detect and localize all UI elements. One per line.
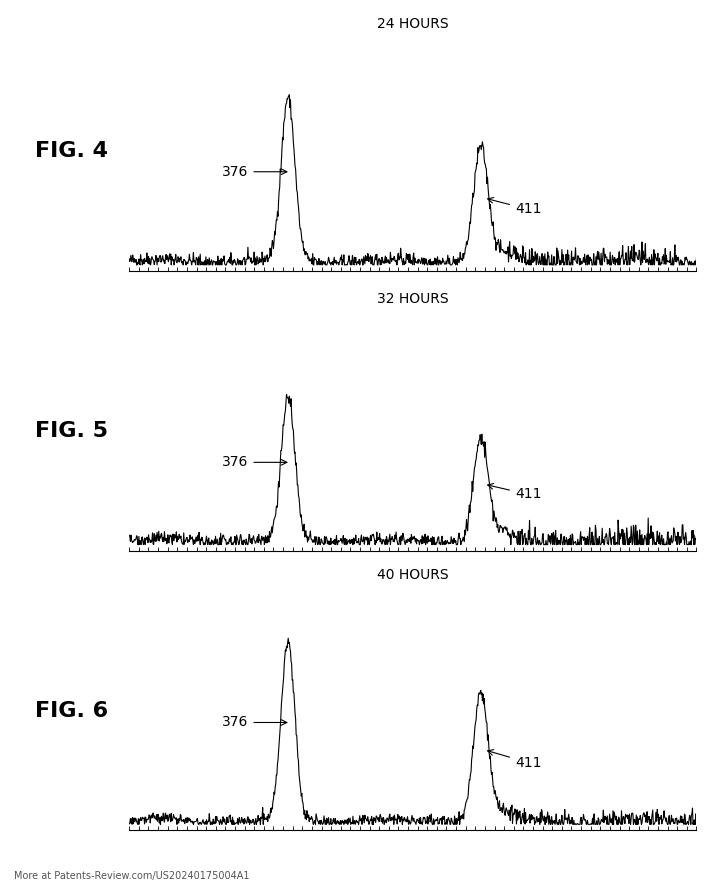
Text: 376: 376 <box>222 165 287 178</box>
Text: 40 HOURS: 40 HOURS <box>377 567 449 582</box>
Text: FIG. 5: FIG. 5 <box>35 421 108 441</box>
Text: 411: 411 <box>488 197 541 217</box>
Text: More at Patents-Review.com/US20240175004A1: More at Patents-Review.com/US20240175004… <box>14 871 250 881</box>
Text: 32 HOURS: 32 HOURS <box>377 292 449 306</box>
Text: 411: 411 <box>488 484 541 502</box>
Text: 376: 376 <box>222 456 287 470</box>
Text: 376: 376 <box>222 716 287 729</box>
Text: FIG. 4: FIG. 4 <box>35 141 108 162</box>
Text: FIG. 6: FIG. 6 <box>35 701 108 721</box>
Text: 24 HOURS: 24 HOURS <box>377 17 449 31</box>
Text: 411: 411 <box>488 749 541 770</box>
